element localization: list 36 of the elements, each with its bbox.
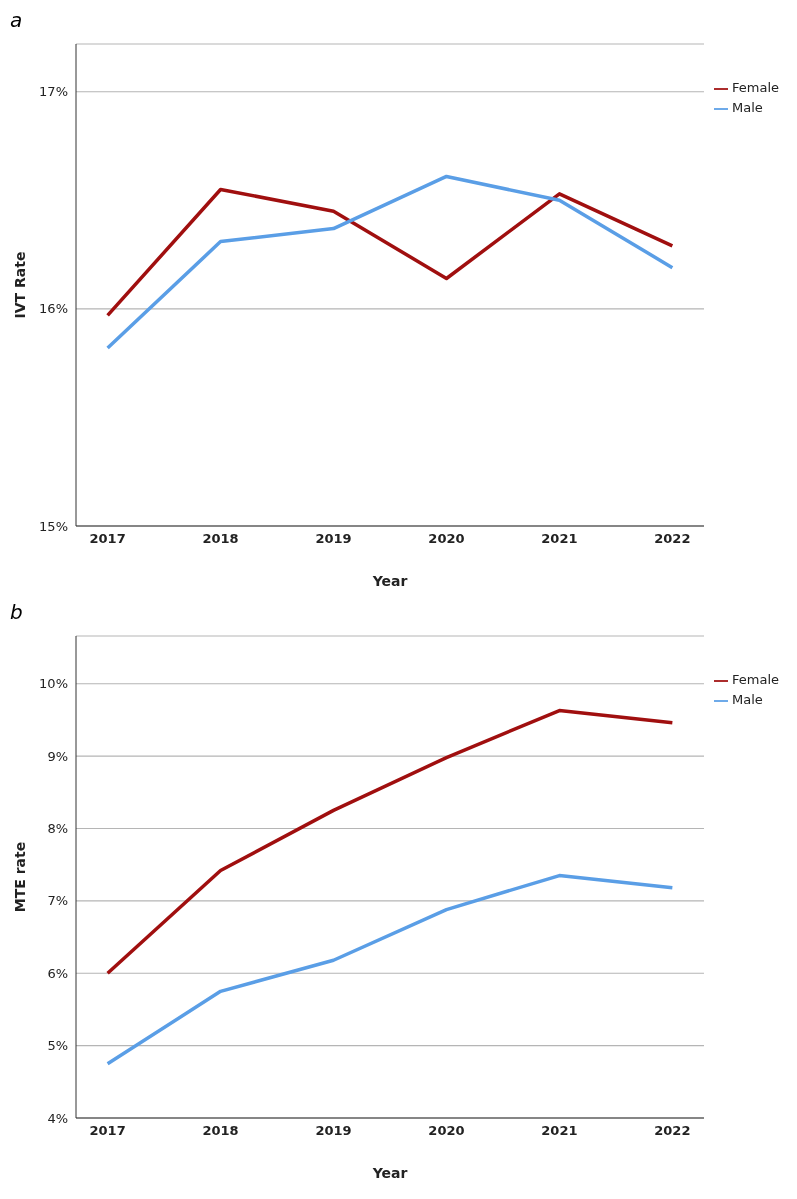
y-tick-label: 9% [47, 748, 68, 764]
y-tick-label: 4% [47, 1110, 68, 1126]
y-tick-label: 17% [39, 84, 68, 100]
x-tick-label: 2018 [202, 531, 239, 547]
x-tick-label: 2019 [315, 1123, 352, 1139]
y-tick-label: 8% [47, 821, 68, 837]
y-tick-label: 6% [47, 965, 68, 981]
line-series [105, 873, 675, 1066]
x-axis-title: Year [371, 1165, 408, 1181]
x-tick-label: 2021 [541, 1123, 578, 1139]
chart-title: a [10, 8, 23, 32]
line-series [105, 187, 675, 318]
y-tick-label: 5% [47, 1038, 68, 1054]
x-tick-label: 2018 [202, 1123, 239, 1139]
line-series [105, 708, 675, 976]
legend-label: Female [731, 80, 779, 95]
x-tick-label: 2020 [428, 1123, 465, 1139]
x-tick-label: 2021 [541, 531, 578, 547]
y-tick-label: 7% [47, 893, 68, 909]
chart-title: b [10, 600, 23, 624]
x-tick-label: 2017 [89, 1123, 126, 1139]
legend-label: Male [731, 692, 763, 707]
x-axis-title: Year [371, 573, 408, 589]
x-tick-label: 2022 [654, 1123, 691, 1139]
y-tick-label: 15% [39, 518, 68, 534]
legend-label: Male [731, 100, 763, 115]
x-tick-label: 2022 [654, 531, 691, 547]
x-tick-label: 2017 [89, 531, 126, 547]
y-tick-label: 16% [39, 301, 68, 317]
x-tick-label: 2019 [315, 531, 352, 547]
x-tick-label: 2020 [428, 531, 465, 547]
y-axis-title: MTE rate [11, 841, 28, 913]
y-tick-label: 10% [39, 676, 68, 692]
legend-label: Female [731, 672, 779, 687]
y-axis-title: IVT Rate [11, 251, 28, 319]
line-series [105, 174, 675, 350]
